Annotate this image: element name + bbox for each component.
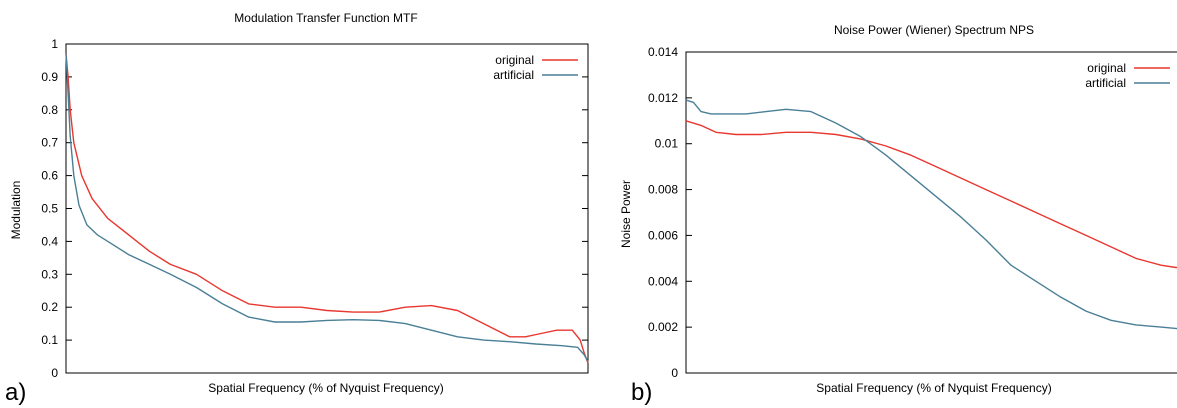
mtf-y-tick-label: 0.9 — [41, 70, 58, 84]
nps-series-artificial — [685, 99, 1177, 330]
nps-legend-label-original: original — [1087, 61, 1126, 75]
mtf-legend-label-original: original — [495, 53, 534, 67]
nps-x-axis-label: Spatial Frequency (% of Nyquist Frequenc… — [816, 381, 1051, 395]
nps-chart-title: Noise Power (Wiener) Spectrum NPS — [834, 23, 1034, 37]
nps-y-ticks: 0 0.002 0.004 0.006 0.008 0.01 0.012 0.014 — [648, 45, 692, 380]
nps-y-tick-label: 0.002 — [648, 320, 678, 334]
mtf-chart-title: Modulation Transfer Function MTF — [234, 11, 417, 25]
mtf-y-tick-label: 0.8 — [41, 103, 58, 117]
mtf-y-tick-label: 0.7 — [41, 136, 58, 150]
panel-label-b: b) — [631, 379, 653, 406]
nps-y-tick-label: 0.014 — [648, 45, 678, 59]
panel-label-a: a) — [5, 379, 27, 406]
mtf-legend-label-artificial: artificial — [493, 68, 534, 82]
mtf-y-tick-label: 0.5 — [41, 202, 58, 216]
mtf-y-tick-label: 0.6 — [41, 169, 58, 183]
nps-y-tick-label: 0.008 — [648, 183, 678, 197]
nps-y-tick-label: 0.006 — [648, 228, 678, 242]
mtf-series-artificial — [65, 53, 589, 362]
nps-y-tick-label: 0 — [671, 366, 678, 380]
mtf-y-ticks: 0 0.1 0.2 0.3 0.4 0.5 0.6 0.7 0.8 0.9 1 — [41, 37, 588, 380]
nps-y-tick-label: 0.004 — [648, 274, 678, 288]
mtf-chart: Modulation Transfer Function MTF 0 0.1 0.2… — [9, 11, 589, 395]
mtf-plot-frame — [65, 43, 589, 374]
nps-y-tick-label: 0.01 — [655, 137, 679, 151]
mtf-x-axis-label: Spatial Frequency (% of Nyquist Frequenc… — [208, 381, 443, 395]
nps-chart: Noise Power (Wiener) Spectrum NPS 0 0.002… — [619, 23, 1177, 395]
nps-y-tick-label: 0.012 — [648, 91, 678, 105]
mtf-series-original — [65, 53, 589, 364]
mtf-y-tick-label: 0.3 — [41, 267, 58, 281]
nps-plot-frame — [685, 51, 1177, 374]
nps-series-original — [685, 120, 1177, 269]
nps-legend-label-artificial: artificial — [1085, 76, 1126, 90]
mtf-y-tick-label: 1 — [51, 37, 58, 51]
mtf-series — [65, 53, 589, 364]
mtf-y-tick-label: 0.4 — [41, 234, 58, 248]
mtf-y-tick-label: 0.2 — [41, 300, 58, 314]
mtf-y-tick-label: 0 — [51, 366, 58, 380]
nps-y-axis-label: Noise Power — [619, 180, 633, 248]
mtf-y-axis-label: Modulation — [9, 181, 23, 240]
mtf-y-tick-label: 0.1 — [41, 333, 58, 347]
nps-series — [685, 99, 1177, 330]
